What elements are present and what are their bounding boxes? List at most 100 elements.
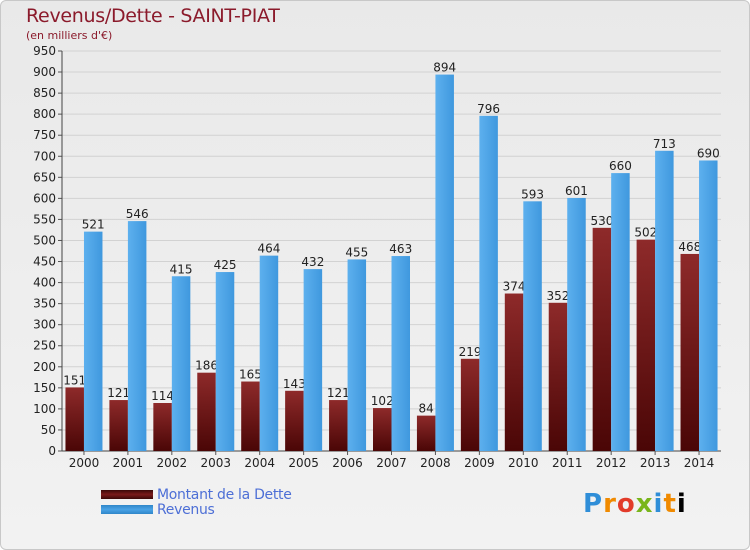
data-label-revenus: 464 <box>257 242 280 256</box>
bar-dette <box>109 400 128 451</box>
legend-swatch-revenus <box>101 505 153 514</box>
legend-item-revenus: Revenus <box>101 501 292 518</box>
legend-label-dette: Montant de la Dette <box>157 486 292 503</box>
x-tick-label: 2010 <box>508 456 539 470</box>
y-tick-label: 350 <box>33 297 56 311</box>
bar-dette <box>329 400 348 451</box>
bar-dette <box>373 408 392 451</box>
data-label-dette: 102 <box>371 394 394 408</box>
data-label-dette: 84 <box>419 402 434 416</box>
data-label-dette: 121 <box>107 386 130 400</box>
data-label-dette: 186 <box>195 359 218 373</box>
bar-revenus <box>523 201 542 451</box>
y-tick-label: 600 <box>33 191 56 205</box>
data-label-dette: 530 <box>590 214 613 228</box>
bar-dette <box>197 372 216 451</box>
data-label-dette: 121 <box>327 386 350 400</box>
x-tick-label: 2008 <box>420 456 451 470</box>
bar-dette <box>285 390 304 451</box>
x-tick-label: 2012 <box>596 456 627 470</box>
data-label-revenus: 593 <box>521 187 544 201</box>
x-tick-label: 2007 <box>376 456 407 470</box>
data-label-revenus: 690 <box>697 146 720 160</box>
data-label-revenus: 796 <box>477 102 500 116</box>
bar-revenus <box>611 173 630 451</box>
data-label-dette: 374 <box>503 280 526 294</box>
data-label-revenus: 521 <box>82 218 105 232</box>
y-tick-label: 100 <box>33 402 56 416</box>
y-tick-label: 150 <box>33 381 56 395</box>
legend-item-dette: Montant de la Dette <box>101 486 292 503</box>
bar-dette <box>548 302 568 451</box>
y-tick-label: 800 <box>33 107 56 121</box>
data-label-dette: 114 <box>151 389 174 403</box>
x-tick-label: 2002 <box>157 456 188 470</box>
data-label-dette: 219 <box>459 345 482 359</box>
y-tick-label: 50 <box>41 423 56 437</box>
bar-dette <box>636 239 656 451</box>
bar-dette <box>241 381 260 451</box>
bar-revenus <box>303 269 323 451</box>
data-label-dette: 352 <box>547 289 570 303</box>
bar-revenus <box>699 160 718 451</box>
data-label-revenus: 432 <box>301 255 324 269</box>
x-tick-label: 2000 <box>69 456 100 470</box>
data-label-revenus: 894 <box>433 61 456 75</box>
x-tick-label: 2005 <box>288 456 319 470</box>
y-tick-label: 0 <box>48 444 56 458</box>
bar-revenus <box>391 256 410 451</box>
bar-revenus <box>655 150 674 451</box>
bar-revenus <box>127 221 147 451</box>
data-label-revenus: 425 <box>214 258 237 272</box>
bar-revenus <box>83 231 103 451</box>
data-label-revenus: 463 <box>389 242 412 256</box>
x-tick-label: 2014 <box>684 456 715 470</box>
proxiti-logo: Proxiti <box>583 489 687 519</box>
y-tick-label: 700 <box>33 149 56 163</box>
y-tick-label: 900 <box>33 65 56 79</box>
x-tick-label: 2013 <box>640 456 671 470</box>
y-tick-label: 450 <box>33 255 56 269</box>
y-tick-label: 650 <box>33 170 56 184</box>
x-tick-label: 2003 <box>200 456 231 470</box>
data-label-dette: 502 <box>634 226 657 240</box>
bar-dette <box>680 253 700 451</box>
legend: Montant de la Dette Revenus <box>101 486 292 518</box>
data-label-revenus: 713 <box>653 137 676 151</box>
bar-dette <box>592 227 612 451</box>
bar-revenus <box>567 197 586 451</box>
x-tick-label: 2009 <box>464 456 495 470</box>
x-tick-label: 2004 <box>244 456 275 470</box>
data-label-revenus: 415 <box>170 262 193 276</box>
y-tick-label: 300 <box>33 318 56 332</box>
chart-title: Revenus/Dette - SAINT-PIAT <box>26 5 280 27</box>
bar-revenus <box>435 74 454 451</box>
bar-revenus <box>215 272 235 451</box>
y-tick-label: 750 <box>33 128 56 142</box>
y-tick-label: 550 <box>33 212 56 226</box>
chart-subtitle: (en milliers d'€) <box>26 29 113 42</box>
data-label-dette: 143 <box>283 377 306 391</box>
x-tick-label: 2001 <box>113 456 144 470</box>
bar-revenus <box>479 115 498 451</box>
data-label-revenus: 601 <box>565 184 588 198</box>
x-tick-label: 2011 <box>552 456 583 470</box>
legend-swatch-dette <box>101 490 153 499</box>
data-label-dette: 468 <box>678 240 701 254</box>
bar-dette <box>153 403 172 451</box>
bar-dette <box>460 358 480 451</box>
legend-label-revenus: Revenus <box>157 501 215 518</box>
data-label-revenus: 455 <box>345 245 368 259</box>
y-tick-label: 500 <box>33 233 56 247</box>
bar-revenus <box>171 276 191 451</box>
y-tick-label: 950 <box>33 44 56 58</box>
data-label-revenus: 546 <box>126 207 149 221</box>
bar-dette <box>416 415 436 451</box>
y-tick-label: 200 <box>33 360 56 374</box>
data-label-dette: 151 <box>63 373 86 387</box>
bar-dette <box>504 293 524 451</box>
bar-revenus <box>259 255 279 451</box>
y-tick-label: 250 <box>33 339 56 353</box>
